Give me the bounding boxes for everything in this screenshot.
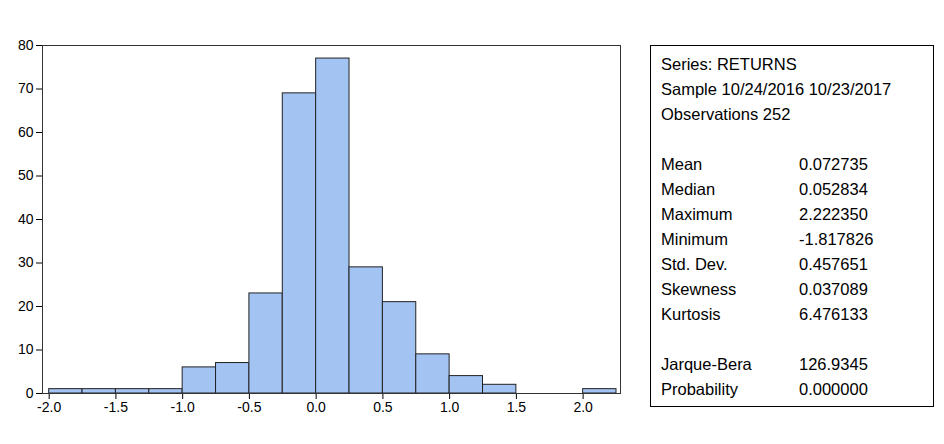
- html-text:6.476133: 6.476133: [799, 305, 868, 323]
- svg-text:0.5: 0.5: [373, 399, 393, 415]
- html-text:Minimum: Minimum: [661, 230, 728, 248]
- svg-text:1.5: 1.5: [507, 399, 527, 415]
- svg-text:40: 40: [18, 211, 34, 227]
- svg-text:20: 20: [18, 298, 34, 314]
- html-text:126.9345: 126.9345: [799, 355, 868, 373]
- html-text:Series: RETURNS: Series: RETURNS: [661, 55, 797, 73]
- svg-text:70: 70: [18, 80, 34, 96]
- svg-text:10: 10: [18, 341, 34, 357]
- svg-text:-1.5: -1.5: [104, 399, 128, 415]
- html-text:0.072735: 0.072735: [799, 155, 868, 173]
- html-text:Median: Median: [661, 180, 716, 198]
- svg-text:0.0: 0.0: [306, 399, 326, 415]
- html-text:Skewness: Skewness: [661, 280, 737, 298]
- svg-text:-2.0: -2.0: [37, 399, 61, 415]
- html-text:Maximum: Maximum: [661, 205, 733, 223]
- html-text:-1.817826: -1.817826: [799, 230, 874, 248]
- html-text:Std. Dev.: Std. Dev.: [661, 255, 728, 273]
- svg-text:2.0: 2.0: [573, 399, 593, 415]
- html-text:Mean: Mean: [661, 155, 703, 173]
- html-text:Jarque-Bera: Jarque-Bera: [661, 355, 752, 373]
- html-text:Sample 10/24/2016 10/23/2017: Sample 10/24/2016 10/23/2017: [661, 80, 892, 98]
- html-text:2.222350: 2.222350: [799, 205, 868, 223]
- svg-text:60: 60: [18, 124, 34, 140]
- svg-text:50: 50: [18, 167, 34, 183]
- html-text:Probability: Probability: [661, 380, 738, 398]
- svg-text:80: 80: [18, 37, 34, 53]
- html-text:0.457651: 0.457651: [799, 255, 868, 273]
- html-text:0.037089: 0.037089: [799, 280, 868, 298]
- html-text:Observations 252: Observations 252: [661, 105, 791, 123]
- svg-text:-1.0: -1.0: [171, 399, 195, 415]
- html-text:Kurtosis: Kurtosis: [661, 305, 721, 323]
- svg-text:30: 30: [18, 254, 34, 270]
- html-text:0.000000: 0.000000: [799, 380, 868, 398]
- svg-text:1.0: 1.0: [440, 399, 460, 415]
- svg-text:0: 0: [26, 385, 34, 401]
- svg-text:-0.5: -0.5: [237, 399, 261, 415]
- html-text:0.052834: 0.052834: [799, 180, 868, 198]
